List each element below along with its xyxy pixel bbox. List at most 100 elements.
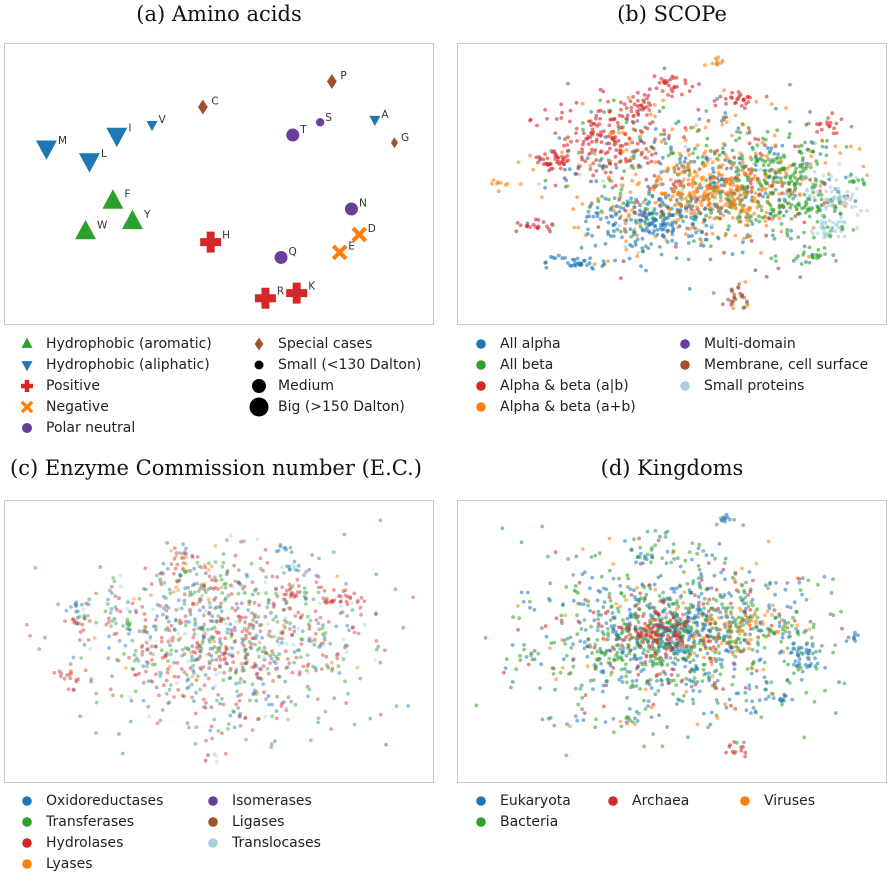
d-point — [738, 624, 743, 629]
d-point — [666, 602, 671, 607]
d-point — [503, 666, 508, 670]
d-point — [780, 635, 785, 640]
d-point — [700, 679, 705, 683]
b-point — [733, 192, 737, 196]
d-point — [626, 576, 631, 581]
b-point — [799, 143, 804, 148]
c-point — [185, 659, 190, 664]
b-point — [810, 255, 815, 259]
d-point — [642, 585, 647, 590]
b-point — [599, 133, 604, 138]
c-point — [201, 605, 206, 609]
c-point — [259, 623, 264, 627]
c-point — [257, 646, 262, 651]
c-point — [321, 596, 326, 601]
b-point — [740, 168, 744, 173]
d-point — [596, 624, 601, 629]
d-point — [674, 645, 679, 649]
c-point — [255, 537, 260, 542]
b-point — [708, 257, 713, 262]
d-point — [737, 606, 742, 611]
d-point — [510, 680, 515, 684]
b-point — [839, 215, 843, 220]
d-point — [611, 666, 616, 670]
c-point — [218, 574, 223, 578]
legend-c-item-6: Translocases — [202, 833, 321, 853]
c-point — [209, 724, 214, 729]
c-point — [345, 623, 350, 628]
d-point — [691, 604, 695, 608]
d-point — [664, 561, 669, 566]
d-point — [647, 583, 652, 587]
d-point — [840, 626, 844, 631]
b-point — [815, 162, 820, 166]
d-point — [588, 678, 593, 683]
c-point — [224, 751, 228, 756]
d-point — [589, 555, 594, 559]
d-point — [748, 608, 753, 612]
b-point — [655, 227, 660, 232]
c-point — [305, 653, 310, 657]
b-point — [652, 103, 657, 107]
c-point — [167, 687, 172, 692]
d-point — [624, 674, 629, 678]
b-point — [495, 181, 499, 186]
c-point — [228, 676, 233, 680]
d-point — [799, 645, 804, 650]
d-point — [633, 722, 638, 726]
b-point — [833, 144, 838, 149]
c-point — [183, 646, 188, 650]
d-point — [717, 541, 722, 546]
b-point — [659, 76, 664, 81]
c-point — [270, 702, 275, 707]
b-point — [743, 280, 748, 284]
b-point — [743, 106, 747, 111]
b-point — [798, 176, 803, 181]
b-point — [818, 152, 823, 156]
d-point — [709, 606, 713, 611]
b-point — [640, 227, 645, 232]
d-point — [653, 637, 658, 642]
c-point — [132, 659, 137, 663]
amino-acid-point-W — [75, 219, 97, 240]
d-cluster-3 — [682, 602, 812, 672]
panel-c-plot — [4, 500, 434, 783]
b-point — [802, 220, 807, 225]
d-point — [693, 633, 698, 638]
c-point — [271, 601, 276, 606]
d-point — [694, 667, 699, 671]
d-point — [634, 560, 638, 565]
b-point — [723, 96, 728, 101]
c-point — [256, 591, 261, 596]
d-point — [718, 610, 723, 615]
d-point — [588, 645, 593, 649]
c-point — [201, 635, 206, 640]
c-point — [341, 589, 346, 593]
c-point — [293, 702, 298, 707]
b-point — [743, 185, 748, 190]
c-point — [261, 664, 266, 668]
d-point — [608, 618, 613, 622]
c-point — [313, 640, 317, 644]
c-point — [247, 631, 252, 636]
b-point — [659, 132, 663, 137]
c-point — [290, 591, 295, 595]
c-point — [345, 602, 350, 607]
c-point — [212, 752, 217, 757]
c-point — [332, 598, 337, 602]
b-point — [660, 89, 665, 93]
b-point — [645, 156, 650, 160]
c-point — [203, 673, 208, 677]
c-point — [253, 588, 257, 593]
amino-acid-label-C: C — [211, 95, 218, 107]
c-point — [166, 566, 170, 571]
b-point — [719, 61, 723, 65]
b-point — [625, 199, 630, 204]
c-point — [232, 640, 237, 644]
d-point — [727, 626, 732, 630]
c-point — [166, 606, 171, 610]
c-point — [283, 679, 288, 684]
c-point — [187, 620, 192, 624]
b-point — [793, 175, 797, 180]
c-point — [170, 639, 175, 643]
